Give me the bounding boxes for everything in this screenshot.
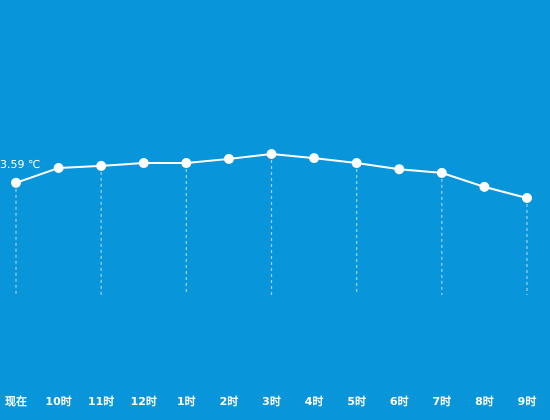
- x-tick-label: 现在: [5, 394, 27, 408]
- point: [223, 153, 234, 164]
- x-tick-label: 1时: [177, 394, 196, 408]
- x-tick-label: 3时: [262, 394, 281, 408]
- point: [351, 158, 362, 169]
- point: [522, 193, 532, 203]
- point: [394, 164, 405, 175]
- point: [266, 149, 277, 159]
- point: [53, 162, 64, 173]
- x-tick-label: 10时: [45, 394, 71, 408]
- x-tick-label: 8时: [475, 394, 494, 408]
- point: [138, 158, 149, 169]
- point: [11, 177, 21, 188]
- x-tick-label: 12时: [131, 394, 157, 408]
- x-tick-label: 7时: [433, 394, 452, 408]
- point: [309, 153, 320, 164]
- value-label: 3.59 ℃: [0, 158, 40, 171]
- x-tick-label: 6时: [390, 394, 409, 408]
- point: [96, 160, 107, 171]
- x-tick-label: 9时: [518, 394, 537, 408]
- x-tick-label: 5时: [347, 394, 366, 408]
- x-tick-label: 4时: [305, 394, 324, 408]
- x-tick-label: 11时: [88, 394, 114, 408]
- x-tick-label: 2时: [220, 394, 239, 408]
- point: [436, 167, 447, 178]
- point: [181, 158, 192, 169]
- point: [479, 181, 490, 192]
